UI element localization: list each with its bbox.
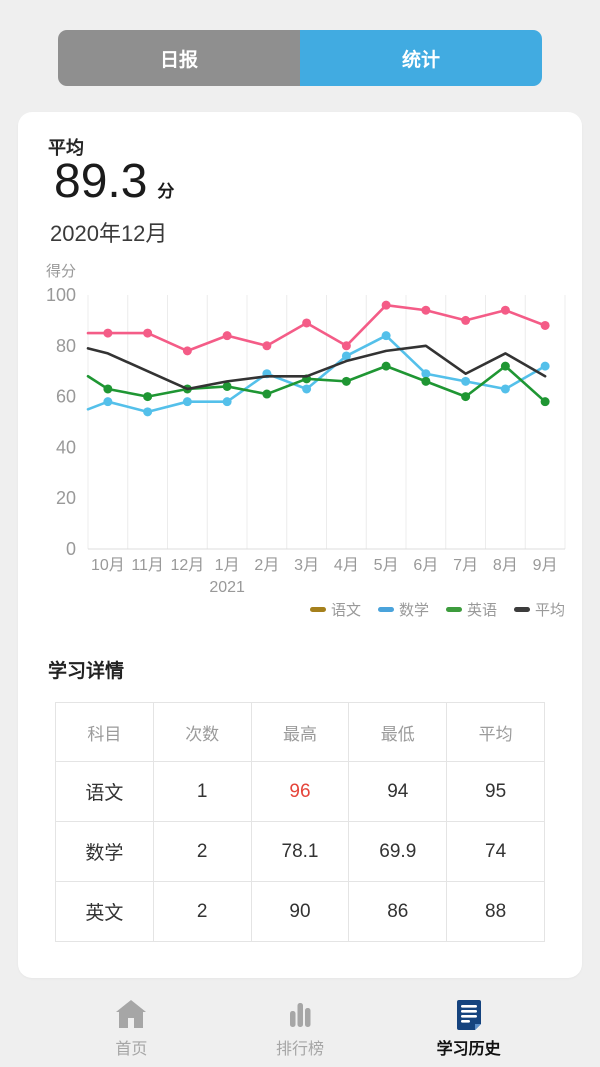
svg-text:得分: 得分 <box>46 263 76 280</box>
col-header-times: 次数 <box>152 702 252 762</box>
svg-text:7月: 7月 <box>453 557 478 574</box>
bottom-navigation-bar: 首页 排行榜 学习历史 <box>0 990 600 1067</box>
score-unit-label: 分 <box>157 182 175 201</box>
cell-subject: 数学 <box>55 821 154 882</box>
svg-text:1月: 1月 <box>215 557 240 574</box>
svg-text:20: 20 <box>56 488 76 508</box>
nav-item-ranking[interactable]: 排行榜 <box>216 990 385 1067</box>
average-score-value: 89.3 <box>54 155 148 208</box>
cell-subject: 英文 <box>55 881 154 942</box>
nav-label: 首页 <box>115 1041 148 1058</box>
svg-text:2021: 2021 <box>209 579 245 596</box>
document-icon <box>456 1000 481 1030</box>
cell-average: 88 <box>446 881 545 942</box>
cell-lowest: 94 <box>348 761 448 822</box>
cell-times: 1 <box>152 761 252 822</box>
table-header-row: 科目 次数 最高 最低 平均 <box>55 702 545 762</box>
details-heading: 学习详情 <box>48 661 125 682</box>
svg-text:60: 60 <box>56 387 76 407</box>
cell-times: 2 <box>152 881 252 942</box>
cell-times: 2 <box>152 821 252 882</box>
cell-highest: 78.1 <box>250 821 350 882</box>
tab-statistics[interactable]: 统计 <box>300 30 542 86</box>
svg-text:11月: 11月 <box>131 557 164 574</box>
svg-text:40: 40 <box>56 437 76 457</box>
svg-text:9月: 9月 <box>533 557 558 574</box>
tab-daily-report[interactable]: 日报 <box>58 30 300 86</box>
nav-item-study-history[interactable]: 学习历史 <box>384 990 553 1067</box>
cell-lowest: 69.9 <box>348 821 448 882</box>
period-label: 2020年12月 <box>50 221 168 246</box>
col-header-highest: 最高 <box>250 702 350 762</box>
statistics-card: 平均 89.3 分 2020年12月 得分 0 20 40 60 80 100 10月 11月 1… <box>18 112 582 978</box>
svg-text:8月: 8月 <box>493 557 518 574</box>
score-line-chart: 得分 0 20 40 60 80 100 10月 11月 12月 1月 2月 3月 4月 5月 6月 7月 8月 9… <box>46 263 566 619</box>
svg-text:0: 0 <box>66 539 76 559</box>
table-row: 语文 1 96 94 95 <box>55 761 545 822</box>
svg-text:12月: 12月 <box>170 557 204 574</box>
svg-text:4月: 4月 <box>334 557 359 574</box>
nav-item-home[interactable]: 首页 <box>47 990 216 1067</box>
svg-text:80: 80 <box>56 336 76 356</box>
cell-subject: 语文 <box>55 761 154 822</box>
svg-text:英语: 英语 <box>467 601 497 619</box>
svg-text:平均: 平均 <box>535 602 565 619</box>
study-details-table: 科目 次数 最高 最低 平均 语文 1 96 94 95 数学 2 78.1 6… <box>55 702 545 942</box>
col-header-average: 平均 <box>446 702 545 762</box>
svg-text:6月: 6月 <box>413 557 438 574</box>
cell-highest: 96 <box>250 761 350 822</box>
nav-label: 学习历史 <box>436 1041 501 1058</box>
cell-average: 74 <box>446 821 545 882</box>
col-header-lowest: 最低 <box>348 702 448 762</box>
svg-text:数学: 数学 <box>399 602 429 619</box>
col-header-subject: 科目 <box>55 702 154 762</box>
report-type-segmented-control: 日报 统计 <box>58 30 542 86</box>
table-row: 英文 2 90 86 88 <box>55 881 545 942</box>
svg-text:2月: 2月 <box>254 557 279 574</box>
svg-text:3月: 3月 <box>294 557 319 574</box>
table-row: 数学 2 78.1 69.9 74 <box>55 821 545 882</box>
svg-text:语文: 语文 <box>331 602 361 619</box>
average-score: 89.3 分 <box>54 154 174 209</box>
bar-chart-icon <box>290 1003 311 1027</box>
cell-lowest: 86 <box>348 881 448 942</box>
home-icon <box>116 1000 147 1028</box>
svg-text:10月: 10月 <box>91 557 125 574</box>
cell-average: 95 <box>446 761 545 822</box>
cell-highest: 90 <box>250 881 350 942</box>
svg-text:100: 100 <box>46 285 76 305</box>
svg-text:5月: 5月 <box>374 557 399 574</box>
nav-label: 排行榜 <box>276 1041 325 1058</box>
average-label: 平均 <box>48 138 84 158</box>
